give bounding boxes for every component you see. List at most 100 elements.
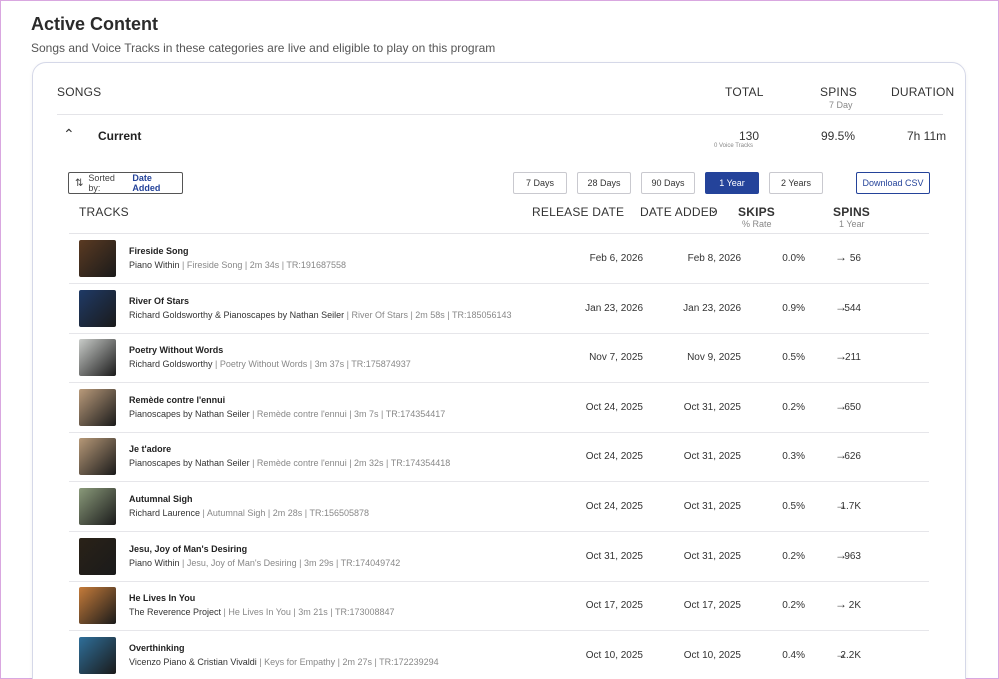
range-7-days-button[interactable]: 7 Days xyxy=(513,172,567,194)
release-date-header[interactable]: RELEASE DATE xyxy=(532,205,625,219)
spin-count: 2K xyxy=(848,600,861,612)
range-1-year-button[interactable]: 1 Year xyxy=(705,172,759,194)
release-date: Oct 31, 2025 xyxy=(585,550,643,562)
release-date: Jan 23, 2026 xyxy=(585,302,643,314)
spin-count: 2.2K xyxy=(840,649,861,661)
date-added: Oct 31, 2025 xyxy=(683,451,741,463)
spins-header: SPINS xyxy=(820,85,858,99)
arrow-right-icon[interactable]: → xyxy=(835,398,847,413)
table-row[interactable]: Autumnal Sigh Richard Laurence | Autumna… xyxy=(69,482,929,532)
date-added: Oct 31, 2025 xyxy=(683,401,741,413)
table-row[interactable]: He Lives In You The Reverence Project | … xyxy=(69,581,929,632)
album-art xyxy=(79,488,116,525)
skip-rate: 0.4% xyxy=(782,649,805,661)
track-artist: The Reverence Project xyxy=(129,607,222,618)
spins-1y-header[interactable]: SPINS xyxy=(833,205,871,219)
track-title[interactable]: Fireside Song xyxy=(129,246,189,256)
table-row[interactable]: Fireside Song Piano Within | Fireside So… xyxy=(69,234,929,284)
arrow-right-icon[interactable]: → xyxy=(835,498,847,512)
arrow-right-icon[interactable]: → xyxy=(835,547,847,562)
album-art xyxy=(79,289,116,327)
date-added: Jan 23, 2026 xyxy=(683,302,741,314)
date-added-header[interactable]: DATE ADDED xyxy=(640,205,718,219)
release-date: Oct 24, 2025 xyxy=(585,401,643,413)
category-spins: 99.5% xyxy=(821,129,856,143)
category-voice-tracks: 0 Voice Tracks xyxy=(714,143,754,149)
arrow-right-icon[interactable]: → xyxy=(835,597,847,612)
skips-sub-header: % Rate xyxy=(742,219,772,229)
track-artist: Richard Laurence xyxy=(129,508,201,518)
divider xyxy=(69,233,929,234)
track-artist: Richard Goldsworthy xyxy=(129,359,213,370)
arrow-right-icon[interactable]: → xyxy=(835,349,847,364)
table-row[interactable]: Jesu, Joy of Man's Desiring Piano Within… xyxy=(69,532,929,582)
table-row[interactable]: Overthinking Vicenzo Piano & Cristian Vi… xyxy=(69,631,929,679)
table-row[interactable]: Je t'adore Pianoscapes by Nathan Seiler … xyxy=(69,432,929,483)
track-meta: Piano Within | Jesu, Joy of Man's Desiri… xyxy=(129,558,400,568)
arrow-right-icon[interactable]: → xyxy=(835,646,847,661)
chevron-up-icon[interactable]: ⌃ xyxy=(63,126,75,142)
track-artist: Pianoscapes by Nathan Seiler xyxy=(129,408,250,419)
spin-count: 56 xyxy=(849,253,861,264)
release-date: Feb 6, 2026 xyxy=(589,253,643,264)
arrow-right-icon[interactable]: → xyxy=(835,250,847,264)
album-art xyxy=(79,388,116,426)
track-details: | Keys for Empathy | 2m 27s | TR:1722392… xyxy=(256,656,439,667)
skip-rate: 0.2% xyxy=(782,600,805,612)
spin-count: 211 xyxy=(845,352,861,364)
track-details: | Jesu, Joy of Man's Desiring | 3m 29s |… xyxy=(179,557,401,568)
sort-arrows-icon: ⇅ xyxy=(75,177,84,189)
track-title[interactable]: Je t'adore xyxy=(129,444,172,455)
release-date: Oct 24, 2025 xyxy=(585,501,643,512)
track-artist: Richard Goldsworthy & Pianoscapes by Nat… xyxy=(129,309,345,320)
track-title[interactable]: Jesu, Joy of Man's Desiring xyxy=(129,543,248,554)
spin-count: 626 xyxy=(844,451,861,463)
date-added: Feb 8, 2026 xyxy=(687,253,741,264)
track-meta: Pianoscapes by Nathan Seiler | Remède co… xyxy=(129,409,445,419)
range-2-years-button[interactable]: 2 Years xyxy=(769,172,823,194)
track-title[interactable]: Remède contre l'ennui xyxy=(129,394,226,405)
album-art xyxy=(79,438,116,476)
table-row[interactable]: River Of Stars Richard Goldsworthy & Pia… xyxy=(69,284,929,334)
sort-prefix: Sorted by: xyxy=(88,173,115,193)
album-art xyxy=(79,240,116,277)
download-csv-button[interactable]: Download CSV xyxy=(856,172,930,194)
skip-rate: 0.2% xyxy=(782,401,805,413)
range-90-days-button[interactable]: 90 Days xyxy=(641,172,695,194)
table-row[interactable]: Remède contre l'ennui Pianoscapes by Nat… xyxy=(69,383,929,433)
arrow-right-icon[interactable]: → xyxy=(835,299,847,314)
category-total: 130 xyxy=(739,129,760,143)
track-meta: Richard Goldsworthy & Pianoscapes by Nat… xyxy=(129,310,512,320)
track-title[interactable]: Autumnal Sigh xyxy=(129,494,193,504)
sort-button[interactable]: ⇅ Sorted by: Date Added xyxy=(68,172,183,194)
date-added: Oct 31, 2025 xyxy=(683,550,741,562)
skip-rate: 0.3% xyxy=(782,451,805,463)
arrow-right-icon[interactable]: → xyxy=(835,448,847,463)
track-artist: Piano Within xyxy=(129,260,180,270)
skips-header[interactable]: SKIPS xyxy=(738,205,776,219)
track-meta: Piano Within | Fireside Song | 2m 34s | … xyxy=(129,260,346,270)
track-artist: Piano Within xyxy=(129,557,180,568)
track-details: | He Lives In You | 3m 21s | TR:17300884… xyxy=(221,607,395,618)
track-artist: Vicenzo Piano & Cristian Vivaldi xyxy=(129,656,257,667)
track-meta: Pianoscapes by Nathan Seiler | Remède co… xyxy=(129,458,450,468)
skip-rate: 0.5% xyxy=(782,352,805,364)
tracks-header: TRACKS xyxy=(79,205,129,219)
date-added: Nov 9, 2025 xyxy=(687,352,741,364)
chevron-down-icon[interactable]: ⌄ xyxy=(709,204,719,216)
release-date: Oct 17, 2025 xyxy=(585,600,643,612)
range-28-days-button[interactable]: 28 Days xyxy=(577,172,631,194)
release-date: Oct 10, 2025 xyxy=(585,649,643,661)
track-title[interactable]: River Of Stars xyxy=(129,295,190,306)
track-meta: Richard Goldsworthy | Poetry Without Wor… xyxy=(129,359,411,369)
track-details: | Remède contre l'ennui | 3m 7s | TR:174… xyxy=(249,408,446,419)
track-details: | Poetry Without Words | 3m 37s | TR:175… xyxy=(212,359,411,370)
track-title[interactable]: Overthinking xyxy=(129,642,185,653)
track-title[interactable]: Poetry Without Words xyxy=(129,345,224,356)
date-added: Oct 10, 2025 xyxy=(683,649,741,661)
track-details: | Autumnal Sigh | 2m 28s | TR:156505878 xyxy=(200,508,369,518)
table-row[interactable]: Poetry Without Words Richard Goldsworthy… xyxy=(69,333,929,384)
skip-rate: 0.2% xyxy=(782,550,805,562)
track-title[interactable]: He Lives In You xyxy=(129,593,196,604)
spin-count: 544 xyxy=(844,302,861,314)
